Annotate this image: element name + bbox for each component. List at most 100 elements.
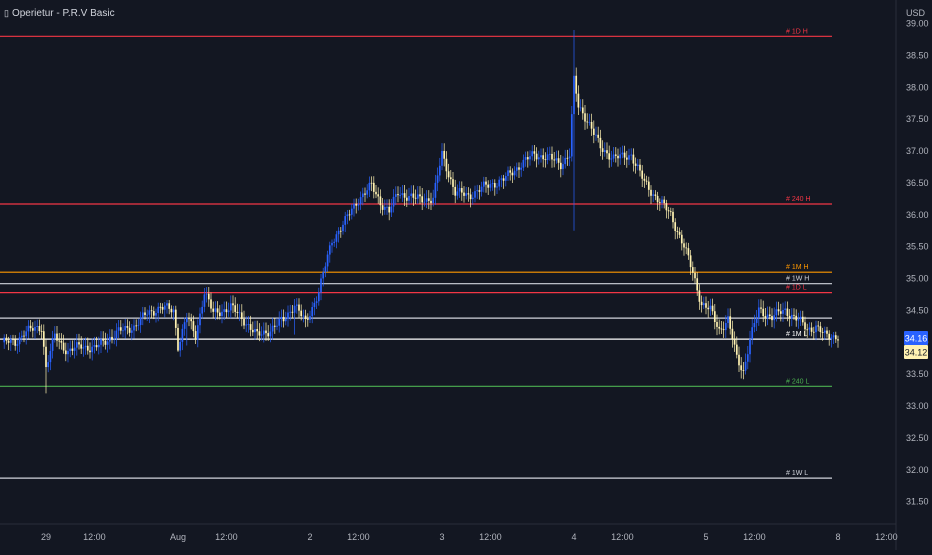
- candle-body: [592, 128, 595, 135]
- candle-body: [619, 154, 622, 159]
- candle-body: [196, 325, 199, 340]
- candle-body: [509, 170, 512, 173]
- candle-body: [141, 312, 144, 318]
- candle-body: [555, 158, 558, 161]
- candle-body: [782, 309, 784, 314]
- candle-body: [106, 341, 109, 345]
- candle-body: [67, 351, 69, 355]
- candle-body: [111, 336, 113, 339]
- candle-body: [493, 183, 496, 188]
- candle-body: [108, 336, 111, 342]
- candle-body: [183, 322, 186, 329]
- candle-body: [729, 316, 732, 329]
- candle-body: [42, 331, 45, 347]
- candle-body: [491, 183, 494, 185]
- candle-body: [689, 255, 692, 268]
- candle-body: [148, 310, 151, 315]
- candle-body: [383, 206, 386, 210]
- candle-body: [606, 150, 608, 154]
- candle-body: [291, 311, 294, 313]
- candle-body: [720, 328, 723, 330]
- candle-body: [705, 303, 707, 308]
- candle-body: [436, 175, 439, 183]
- candle-body: [669, 211, 672, 213]
- candle-body: [438, 165, 441, 176]
- candle-body: [342, 224, 344, 232]
- candle-body: [447, 171, 450, 178]
- candle-body: [643, 178, 646, 181]
- candle-body: [698, 290, 701, 302]
- y-tick-label: 35.50: [906, 242, 929, 252]
- candle-body: [390, 206, 393, 213]
- candle-body: [174, 309, 177, 328]
- candle-body: [192, 321, 195, 332]
- candle-body: [38, 326, 41, 332]
- candle-body: [804, 322, 806, 330]
- candle-body: [502, 178, 505, 181]
- candle-body: [124, 325, 127, 331]
- candle-body: [667, 210, 670, 212]
- candle-body: [75, 342, 78, 348]
- candle-body: [722, 329, 725, 331]
- candle-body: [808, 327, 811, 330]
- candle-body: [348, 214, 351, 216]
- candle-body: [474, 191, 476, 198]
- candle-body: [529, 156, 531, 160]
- candle-body: [779, 311, 782, 314]
- candle-body: [812, 331, 815, 333]
- candle-body: [375, 191, 377, 195]
- x-tick-label: 12:00: [215, 532, 238, 542]
- candle-body: [762, 308, 765, 317]
- candle-body: [188, 317, 190, 320]
- candle-body: [207, 293, 210, 300]
- candle-body: [544, 159, 547, 161]
- candle-body: [623, 152, 626, 158]
- candle-body: [586, 121, 589, 123]
- candle-body: [469, 194, 472, 200]
- candle-body: [425, 198, 428, 202]
- candle-body: [62, 342, 65, 351]
- candle-body: [597, 134, 600, 138]
- candle-body: [344, 216, 347, 225]
- candle-body: [419, 194, 421, 197]
- candle-body: [412, 193, 415, 198]
- candle-body: [161, 307, 164, 310]
- candle-body: [350, 208, 353, 215]
- candle-body: [819, 326, 822, 333]
- candle-body: [696, 278, 699, 291]
- candle-body: [588, 121, 591, 123]
- candle-body: [243, 318, 245, 326]
- candle-body: [443, 150, 446, 159]
- candle-body: [405, 197, 408, 201]
- candle-body: [641, 170, 644, 179]
- candle-body: [139, 317, 142, 325]
- candle-body: [639, 164, 641, 171]
- indicator-title[interactable]: ▯ Operietur - P.R.V Basic: [4, 8, 115, 19]
- candle-body: [454, 186, 457, 196]
- y-tick-label: 36.50: [906, 178, 929, 188]
- candle-body: [368, 182, 371, 191]
- candle-body: [240, 312, 243, 319]
- y-tick-label: 39.00: [906, 19, 929, 29]
- candle-body: [784, 308, 787, 310]
- candle-body: [584, 113, 586, 122]
- candle-body: [20, 335, 23, 338]
- candle-body: [504, 176, 507, 181]
- candle-body: [612, 154, 615, 159]
- candle-body: [359, 197, 362, 205]
- candle-body: [229, 303, 232, 311]
- candle-body: [590, 121, 593, 129]
- candle-body: [467, 193, 470, 195]
- candle-body: [269, 331, 272, 337]
- candle-body: [394, 194, 397, 197]
- candle-body: [608, 153, 611, 160]
- candle-body: [317, 292, 320, 302]
- candle-body: [788, 315, 791, 319]
- candle-body: [441, 150, 443, 166]
- candle-body: [777, 309, 780, 312]
- candle-body: [304, 315, 307, 319]
- candle-body: [601, 148, 604, 152]
- candle-body: [559, 162, 562, 170]
- candle-body: [401, 193, 404, 195]
